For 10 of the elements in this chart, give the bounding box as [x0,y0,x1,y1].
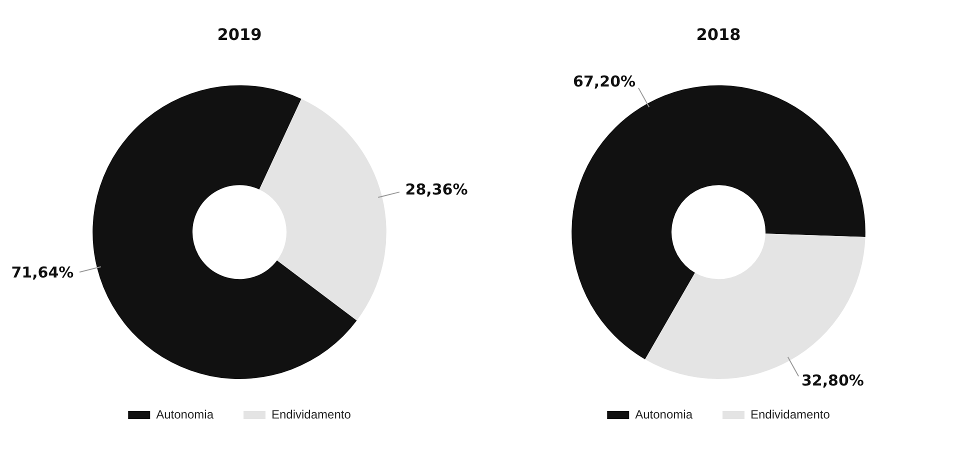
data-label: 28,36% [405,180,468,199]
legend-label: Autonomia [156,407,214,422]
data-label: 32,80% [801,371,864,390]
chart-title: 2019 [217,24,262,44]
legend-label: Endividamento [271,407,352,422]
legend-label: Autonomia [635,407,693,422]
data-label: 67,20% [573,72,636,91]
data-label: 71,64% [11,263,74,282]
chart-title: 2018 [696,24,741,44]
legend-label: Endividamento [750,407,830,422]
